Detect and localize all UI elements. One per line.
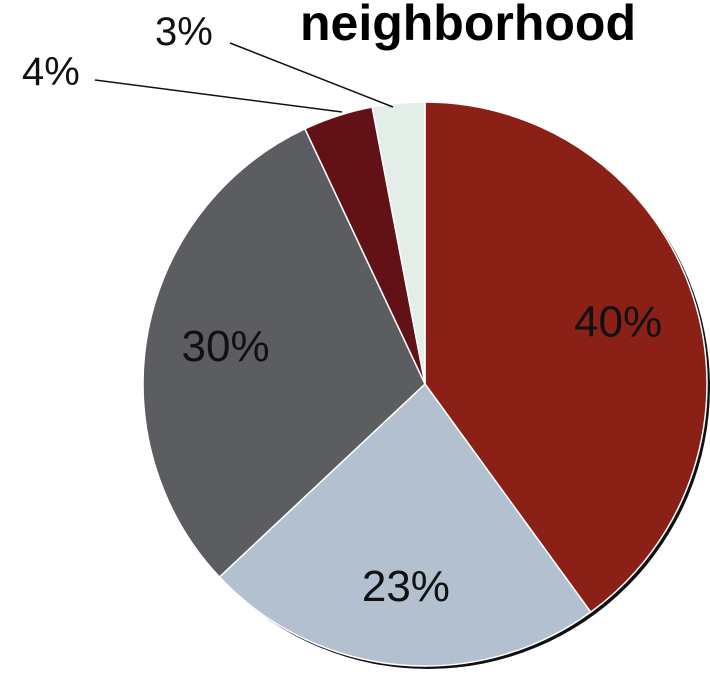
pie-slice-1 — [424, 101, 708, 614]
slice-label-5: 3% — [155, 10, 213, 54]
pie-slice-3 — [142, 127, 426, 579]
pie-slices — [142, 101, 710, 669]
slice-label-4: 4% — [22, 50, 80, 94]
pie-slice-5 — [371, 101, 426, 385]
slice-label-3: 30% — [182, 322, 270, 371]
slice-label-2: 23% — [362, 562, 450, 611]
pie-slice-2 — [218, 382, 592, 667]
leader-lines — [94, 42, 394, 113]
slice-labels: 40% 23% 30% 4% 3% — [22, 10, 662, 611]
slice-label-1: 40% — [574, 297, 662, 346]
leader-line-5 — [229, 42, 394, 108]
chart-title: neighborhood — [300, 0, 636, 51]
leader-line-4 — [94, 79, 343, 113]
